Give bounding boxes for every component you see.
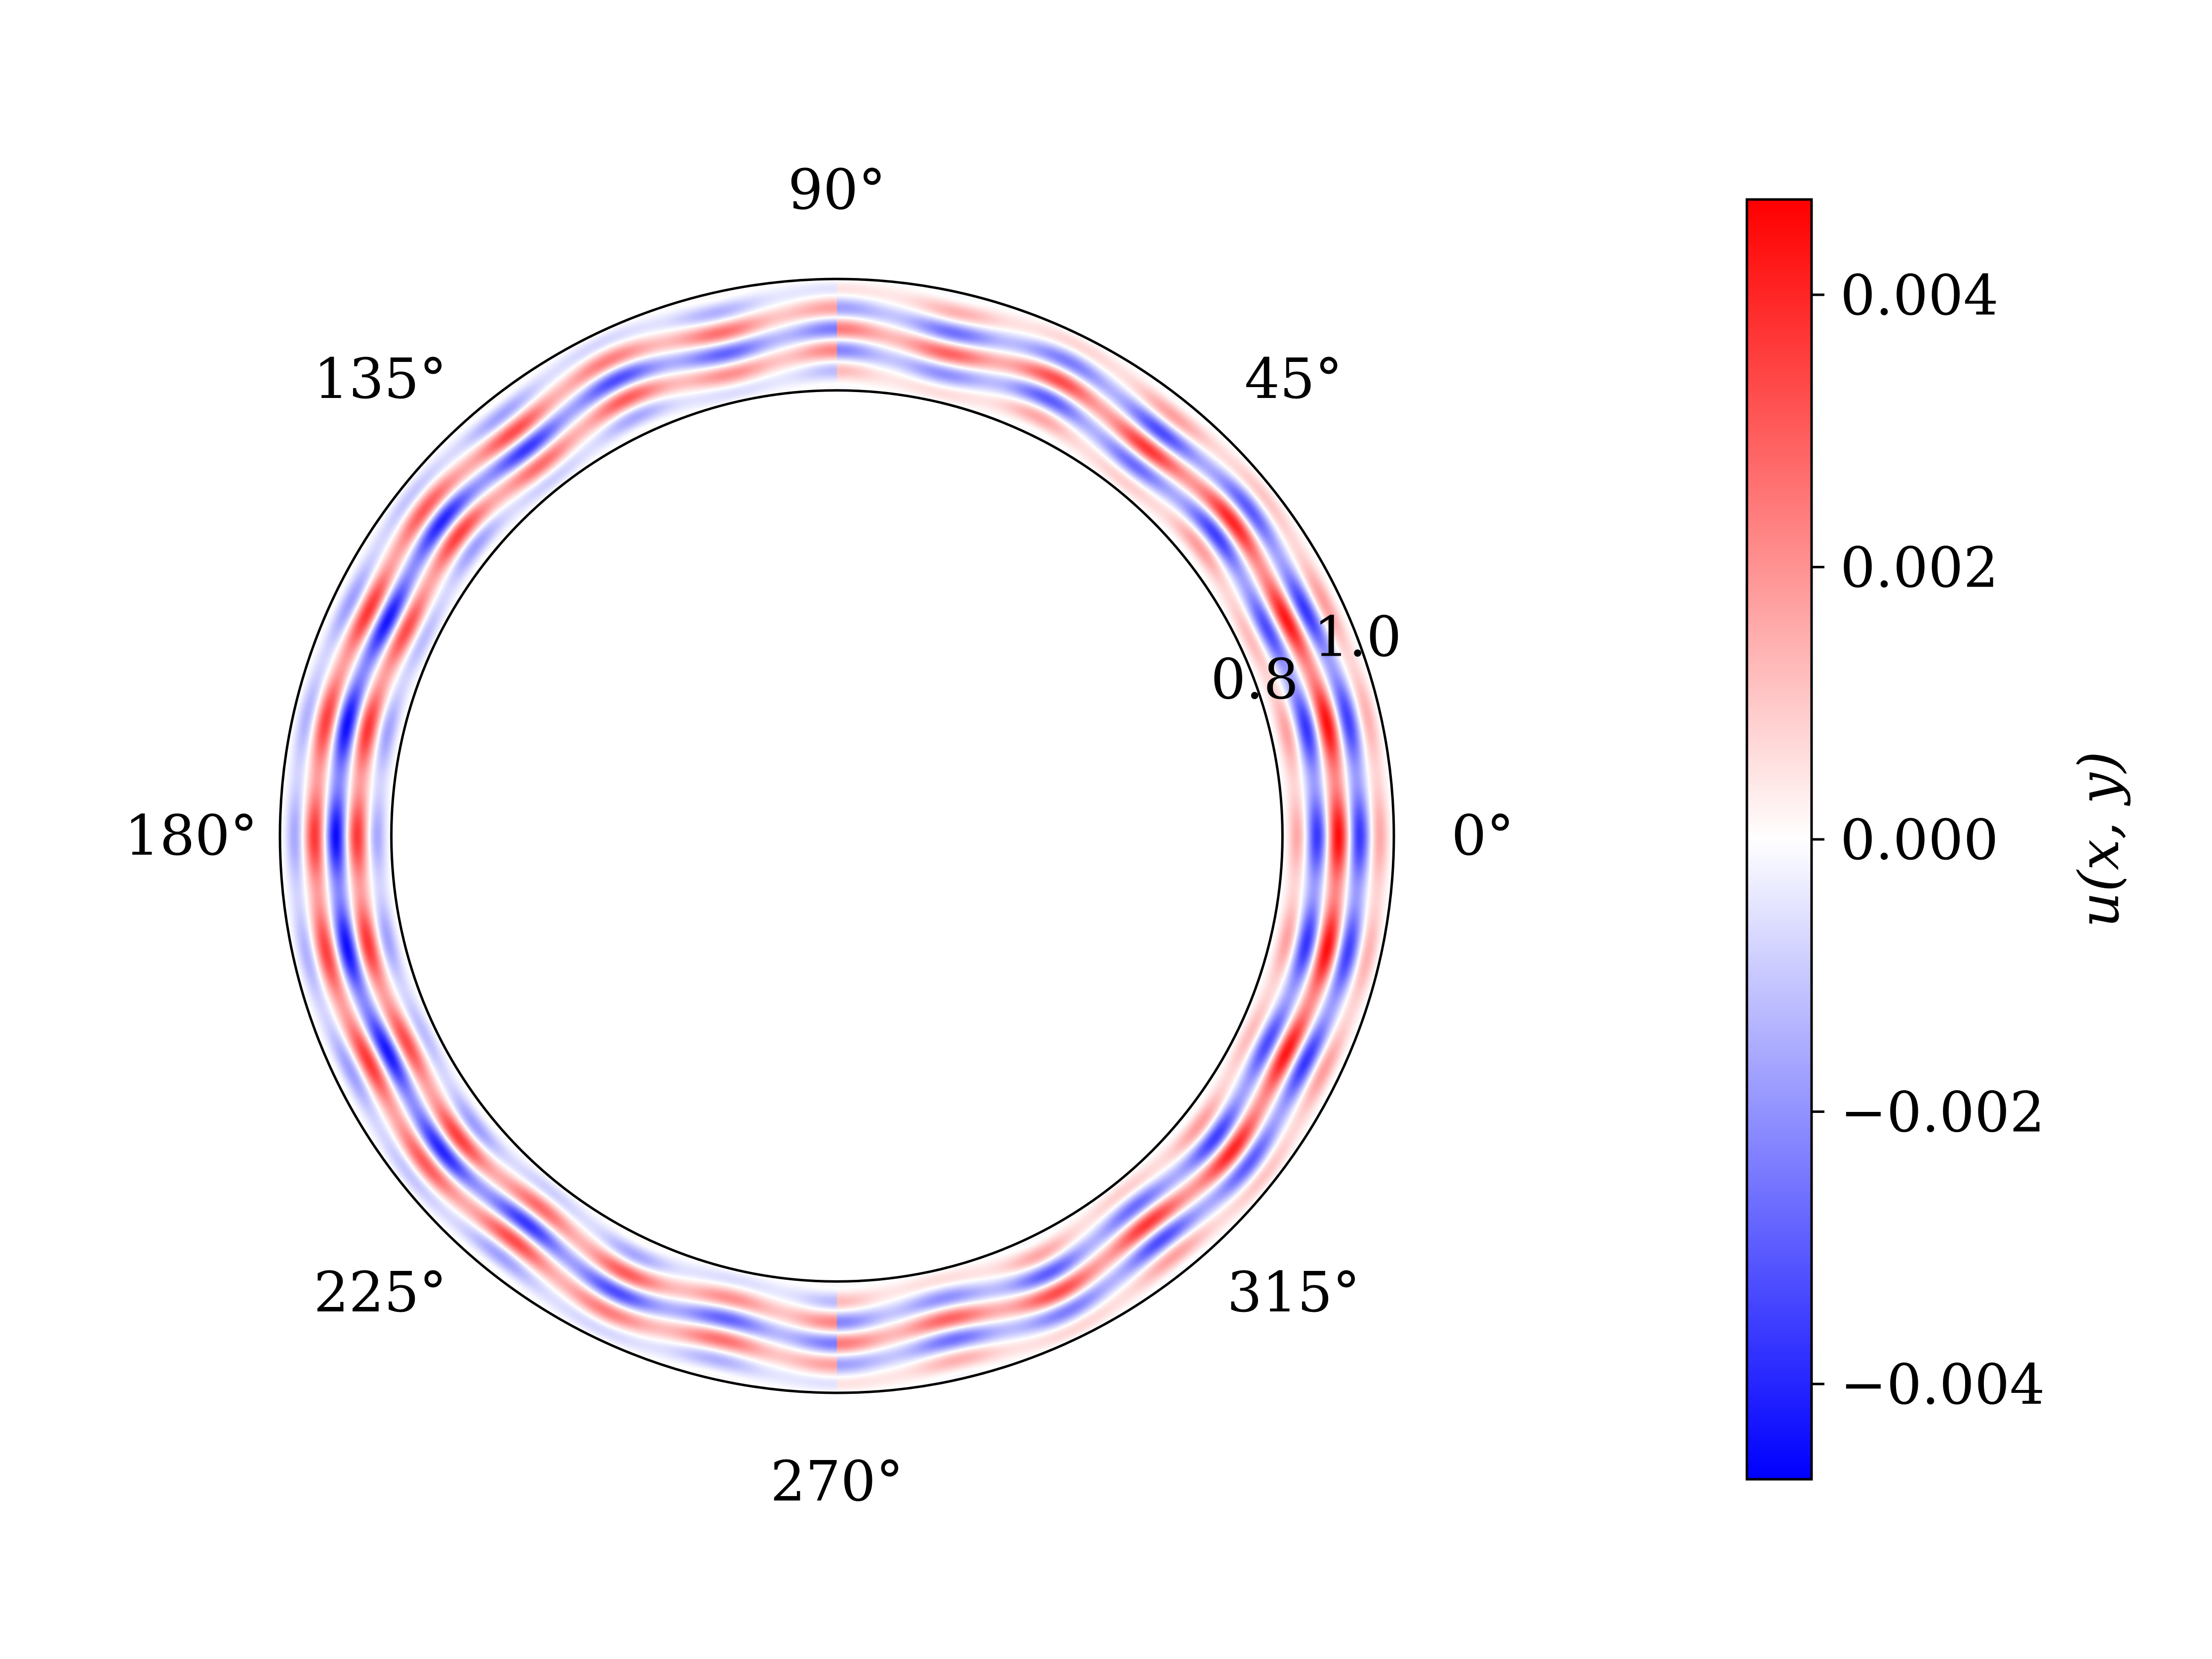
theta-tick-label: 0° bbox=[1451, 804, 1514, 868]
theta-tick-label: 225° bbox=[314, 1261, 447, 1325]
outer-ring-boundary bbox=[278, 277, 1395, 1394]
radial-tick-label: 1.0 bbox=[1313, 605, 1401, 669]
theta-tick-label: 315° bbox=[1227, 1261, 1360, 1325]
theta-tick-label: 45° bbox=[1245, 347, 1343, 411]
colorbar-tick-label: 0.004 bbox=[1840, 264, 1999, 328]
colorbar-tick-label: 0.002 bbox=[1840, 536, 1999, 600]
theta-tick-label: 90° bbox=[788, 158, 886, 222]
theta-tick-label: 270° bbox=[770, 1450, 904, 1514]
colorbar-tick-label: −0.004 bbox=[1840, 1353, 2045, 1417]
radial-tick-label: 0.8 bbox=[1211, 648, 1299, 712]
colorbar-ticks: 0.004 0.002 0.000 −0.002 −0.004 bbox=[1812, 264, 2045, 1417]
colorbar-gradient bbox=[1747, 199, 1812, 1479]
radial-tick-labels: 0.81.0 bbox=[1211, 605, 1402, 711]
inner-ring-boundary bbox=[390, 389, 1284, 1283]
theta-tick-label: 135° bbox=[314, 347, 447, 411]
colorbar-frame bbox=[1745, 198, 1813, 1481]
colorbar-tick-label: −0.002 bbox=[1840, 1080, 2045, 1145]
colorbar-label: u(x, y) bbox=[2067, 751, 2132, 927]
theta-tick-labels: 0° 45° 90° 135° 180° 225° 270° 315° bbox=[124, 158, 1514, 1514]
colorbar-tick-label: 0.000 bbox=[1840, 808, 1999, 872]
theta-tick-label: 180° bbox=[124, 804, 258, 868]
